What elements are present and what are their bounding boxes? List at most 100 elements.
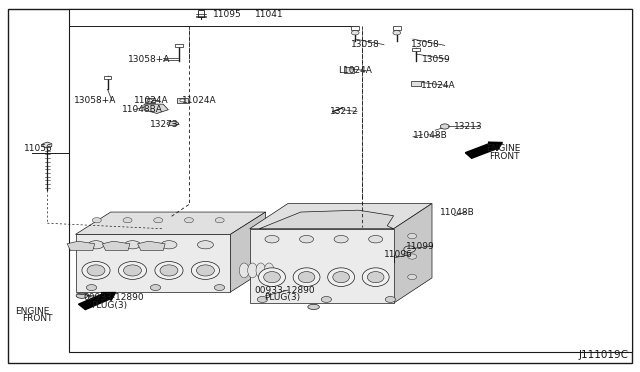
Bar [393,26,401,30]
Ellipse shape [167,121,179,126]
Circle shape [408,234,417,239]
Ellipse shape [256,263,266,278]
Bar [411,81,421,86]
Text: 11048B: 11048B [413,131,447,140]
Text: 11056: 11056 [24,144,53,153]
Ellipse shape [155,262,183,279]
Ellipse shape [362,268,389,286]
Circle shape [408,275,417,280]
Text: 11099: 11099 [406,242,435,251]
Ellipse shape [76,293,88,298]
Polygon shape [250,229,394,303]
Bar [145,98,155,103]
Polygon shape [76,212,266,234]
Bar [344,67,354,73]
Ellipse shape [248,263,257,278]
Circle shape [351,31,359,35]
Text: ENGINE: ENGINE [486,144,521,153]
Circle shape [92,218,101,223]
Circle shape [123,218,132,223]
Ellipse shape [87,265,105,276]
Text: 00933-12890: 00933-12890 [255,286,316,295]
Ellipse shape [265,235,279,243]
Circle shape [440,124,449,129]
Text: FRONT: FRONT [22,314,52,323]
Circle shape [180,99,185,102]
Text: 13058: 13058 [411,40,440,49]
Circle shape [86,285,97,291]
Polygon shape [144,104,168,113]
Ellipse shape [124,265,141,276]
Circle shape [184,218,193,223]
Circle shape [257,296,268,302]
Circle shape [147,99,152,102]
Text: 11095: 11095 [213,10,242,19]
Bar [175,44,183,47]
Ellipse shape [367,272,384,283]
Polygon shape [76,234,230,292]
Ellipse shape [264,272,280,283]
Text: 11096: 11096 [384,250,413,259]
Ellipse shape [197,241,214,249]
Text: 13273: 13273 [150,120,179,129]
Ellipse shape [308,304,319,310]
Bar [69,9,632,352]
Ellipse shape [334,235,348,243]
Circle shape [393,31,401,35]
Ellipse shape [196,265,214,276]
Text: 11048BA: 11048BA [122,105,163,114]
Bar [177,98,188,103]
Circle shape [404,246,415,253]
Ellipse shape [88,241,104,249]
Ellipse shape [369,235,383,243]
Text: L1024A: L1024A [338,66,372,75]
Ellipse shape [259,268,285,286]
Text: 11024A: 11024A [134,96,169,105]
FancyArrow shape [79,292,115,310]
Bar [198,10,204,17]
Ellipse shape [161,241,177,249]
Bar [104,76,111,79]
Polygon shape [394,203,432,303]
Text: FRONT: FRONT [490,152,520,161]
Ellipse shape [298,272,315,283]
Ellipse shape [333,272,349,283]
Text: 11041: 11041 [255,10,284,19]
Text: 11024A: 11024A [421,81,456,90]
Ellipse shape [264,263,274,278]
Ellipse shape [191,262,220,279]
Ellipse shape [118,262,147,279]
Text: 11048B: 11048B [440,208,475,217]
Polygon shape [67,241,95,250]
Polygon shape [138,241,165,250]
Text: ENGINE: ENGINE [15,307,49,316]
Circle shape [154,218,163,223]
Text: PLUG(3): PLUG(3) [264,293,300,302]
Circle shape [321,296,332,302]
Ellipse shape [239,263,249,278]
Ellipse shape [160,265,178,276]
Polygon shape [250,203,432,229]
FancyArrow shape [465,142,502,158]
Circle shape [408,254,417,259]
Text: 13059: 13059 [422,55,451,64]
Circle shape [150,285,161,291]
Text: 13058+A: 13058+A [74,96,116,105]
Text: 13058+A: 13058+A [128,55,170,64]
Text: 11024A: 11024A [182,96,217,105]
Text: PLUG(3): PLUG(3) [91,301,127,310]
Text: 13058: 13058 [351,40,380,49]
Ellipse shape [293,268,320,286]
Ellipse shape [328,268,355,286]
Circle shape [214,285,225,291]
Circle shape [215,218,224,223]
Text: 00933-12890: 00933-12890 [83,293,144,302]
Bar [412,48,420,51]
Polygon shape [102,241,130,250]
Ellipse shape [82,262,110,279]
Polygon shape [259,210,394,229]
Ellipse shape [124,241,141,249]
Text: 13212: 13212 [330,107,358,116]
Ellipse shape [300,235,314,243]
Circle shape [385,296,396,302]
